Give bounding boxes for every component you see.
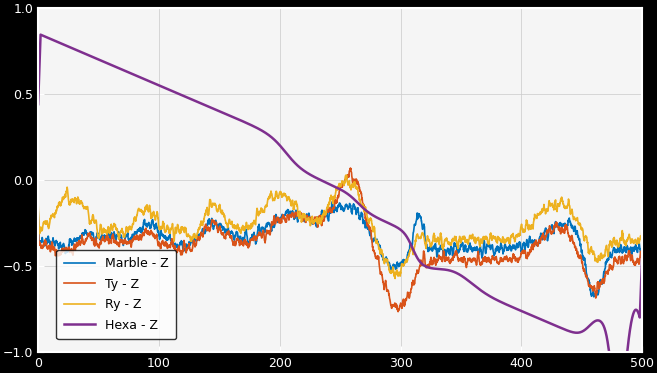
Marble - Z xyxy=(590,295,598,299)
Hexa - Z xyxy=(37,32,45,37)
Marble - Z xyxy=(34,206,42,211)
Marble - Z xyxy=(562,223,570,228)
Ty - Z xyxy=(562,228,570,232)
Hexa - Z xyxy=(627,323,635,327)
Hexa - Z xyxy=(266,134,274,138)
Legend: Marble - Z, Ty - Z, Ry - Z, Hexa - Z: Marble - Z, Ty - Z, Ry - Z, Hexa - Z xyxy=(57,250,177,339)
Ty - Z xyxy=(292,211,300,216)
Ry - Z xyxy=(627,241,635,245)
Ty - Z xyxy=(639,229,646,234)
Ty - Z xyxy=(346,166,354,170)
Ry - Z xyxy=(266,195,274,200)
Line: Hexa - Z: Hexa - Z xyxy=(38,35,643,352)
Ty - Z xyxy=(266,232,274,236)
Hexa - Z xyxy=(562,327,570,332)
Line: Ry - Z: Ry - Z xyxy=(38,175,643,279)
Ty - Z xyxy=(139,232,147,236)
Ry - Z xyxy=(391,276,399,281)
Ry - Z xyxy=(103,230,111,234)
Marble - Z xyxy=(292,208,300,212)
Ry - Z xyxy=(292,201,300,206)
Marble - Z xyxy=(328,199,336,204)
Line: Ty - Z: Ty - Z xyxy=(38,168,643,312)
Hexa - Z xyxy=(34,102,42,106)
Ty - Z xyxy=(394,310,402,314)
Marble - Z xyxy=(103,235,111,240)
Marble - Z xyxy=(139,228,147,232)
Hexa - Z xyxy=(605,350,613,355)
Line: Marble - Z: Marble - Z xyxy=(38,201,643,297)
Hexa - Z xyxy=(639,252,646,256)
Ty - Z xyxy=(34,208,42,213)
Hexa - Z xyxy=(103,61,111,65)
Hexa - Z xyxy=(139,76,147,81)
Marble - Z xyxy=(639,222,646,226)
Ry - Z xyxy=(34,202,42,206)
Ty - Z xyxy=(103,233,111,237)
Ty - Z xyxy=(627,258,635,263)
Ry - Z xyxy=(639,214,646,219)
Marble - Z xyxy=(266,223,274,228)
Hexa - Z xyxy=(292,162,300,166)
Ry - Z xyxy=(562,204,570,209)
Ry - Z xyxy=(342,173,350,178)
Marble - Z xyxy=(627,245,635,249)
Ry - Z xyxy=(139,210,147,215)
